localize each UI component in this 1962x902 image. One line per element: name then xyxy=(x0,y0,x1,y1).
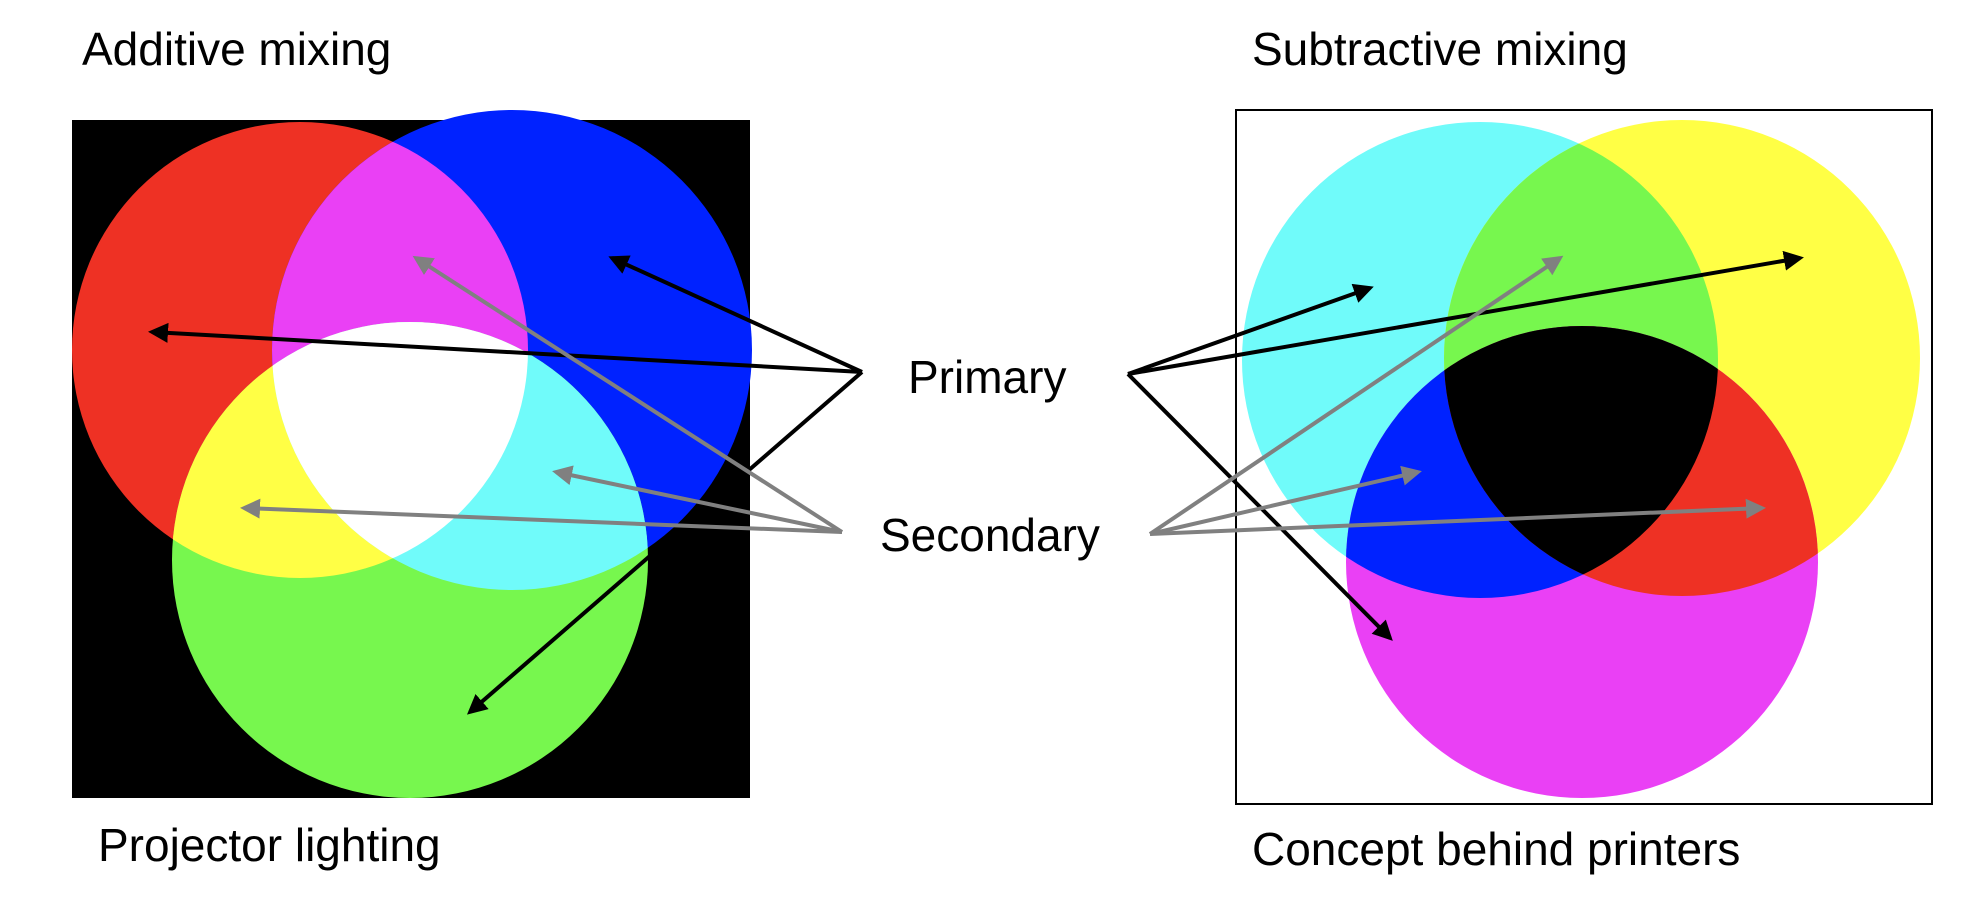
subtractive-title: Subtractive mixing xyxy=(1252,23,1628,75)
primary-arrow-yellow xyxy=(1127,250,1804,376)
primary-arrow-blue xyxy=(608,255,863,374)
primary-arrow-magenta xyxy=(1126,372,1393,641)
secondary-arrow-magenta xyxy=(412,255,844,534)
secondary-arrow-cyan xyxy=(552,465,843,534)
secondary-arrow-red xyxy=(1149,498,1766,536)
secondary-arrow-yellow xyxy=(240,498,843,534)
secondary-arrows-right xyxy=(1148,255,1766,536)
secondary-label: Secondary xyxy=(880,509,1100,561)
additive-caption: Projector lighting xyxy=(98,819,441,871)
additive-panel xyxy=(72,110,752,798)
primary-arrow-cyan xyxy=(1127,283,1374,376)
primary-arrow-green xyxy=(466,370,864,715)
secondary-arrow-green xyxy=(1148,255,1564,536)
primary-arrows-right xyxy=(1126,250,1804,641)
subtractive-caption: Concept behind printers xyxy=(1252,823,1741,875)
subtractive-panel xyxy=(1235,109,1933,805)
black-center xyxy=(1444,326,1718,596)
primary-arrow-red xyxy=(148,322,863,374)
secondary-arrows-left xyxy=(240,255,844,534)
primary-label: Primary xyxy=(908,351,1067,403)
secondary-arrow-blue xyxy=(1149,465,1422,536)
primary-arrows-left xyxy=(148,255,864,715)
additive-title: Additive mixing xyxy=(82,23,392,75)
